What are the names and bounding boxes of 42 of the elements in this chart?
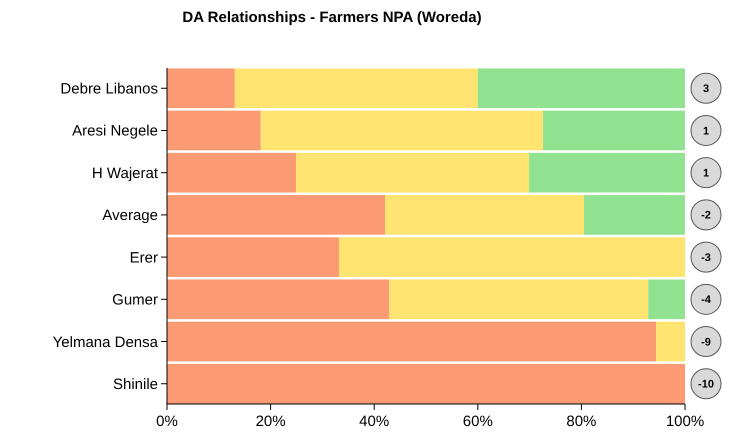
x-tick-label: 0% — [156, 413, 178, 430]
bar — [478, 68, 685, 108]
x-tick-label: 60% — [462, 413, 493, 430]
text: -4 — [701, 294, 712, 306]
y-tick-label: H Wajerat — [92, 164, 159, 182]
bar — [234, 68, 478, 108]
text: 1 — [702, 125, 710, 138]
bar — [543, 110, 685, 150]
y-tick-label: Gumer — [112, 292, 158, 309]
text: 3 — [702, 83, 710, 96]
y-tick-label: Debre Libanos — [60, 80, 158, 98]
bar — [260, 110, 544, 150]
text: -9 — [701, 336, 711, 348]
bar — [167, 322, 656, 362]
bar — [167, 110, 261, 150]
bar — [385, 195, 584, 235]
y-tick-label: Yelmana Densa — [52, 334, 159, 351]
text: 1 — [702, 168, 710, 180]
bar — [584, 195, 685, 235]
text: -3 — [701, 252, 711, 264]
y-tick-label: Shinile — [112, 376, 158, 393]
x-tick-label: 80% — [566, 413, 596, 430]
bar — [167, 152, 296, 193]
chart-title: DA Relationships - Farmers NPA (Woreda) — [182, 9, 482, 26]
bar — [338, 237, 685, 277]
x-tick-label: 20% — [256, 413, 286, 430]
text: -2 — [701, 210, 711, 222]
bar — [296, 152, 530, 193]
bar — [529, 152, 685, 193]
x-tick-label: 40% — [359, 413, 390, 430]
bar — [389, 279, 648, 320]
bar — [167, 279, 390, 320]
y-tick-label: Erer — [130, 249, 158, 266]
bar — [648, 279, 685, 320]
x-tick-label: 100% — [666, 413, 704, 430]
bar — [656, 322, 685, 362]
text: -10 — [698, 378, 714, 391]
bar — [167, 68, 235, 108]
y-tick-label: Average — [102, 207, 158, 224]
bar — [167, 195, 386, 235]
y-tick-label: Aresi Negele — [72, 122, 158, 140]
bar — [167, 237, 339, 277]
